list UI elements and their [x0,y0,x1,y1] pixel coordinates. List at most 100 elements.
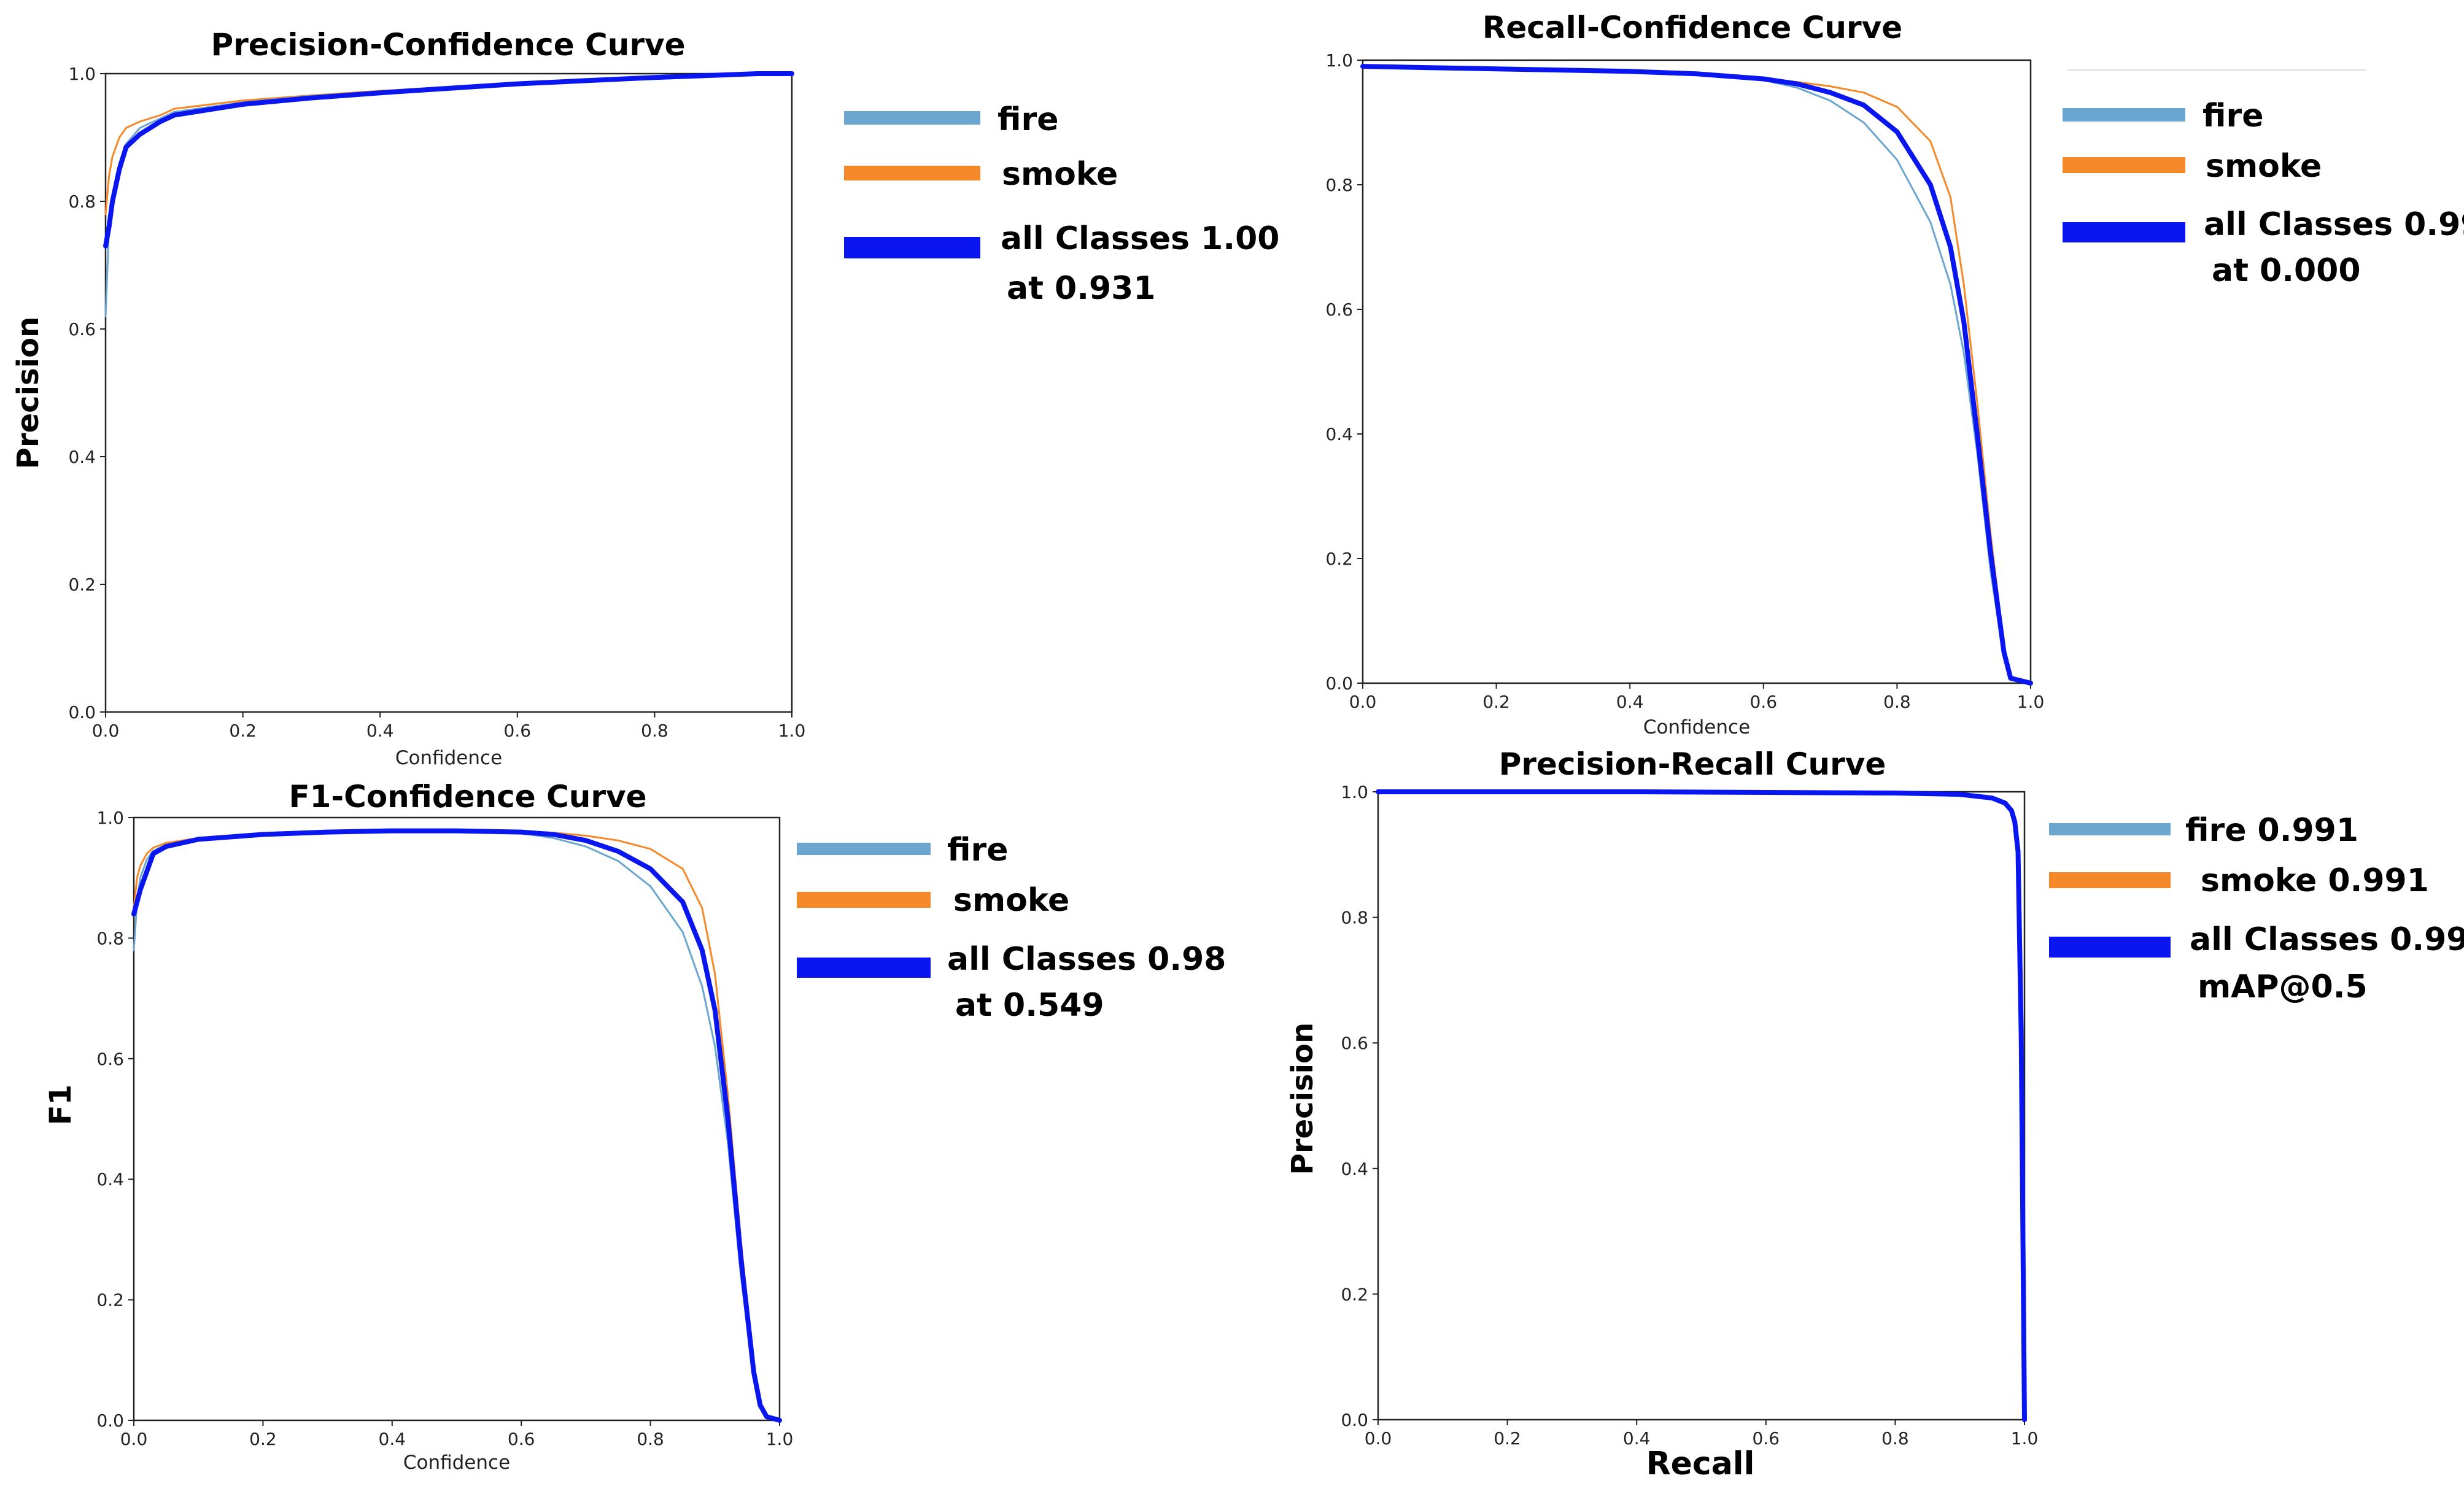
y-tick-label: 0.8 [96,928,124,948]
f1-confidence-chart: F1-Confidence Curve 0.0 0.2 0.4 0.6 0.8 1.00.… [44,779,1226,1474]
plot-frame [133,816,781,1422]
series-lines [131,828,782,1423]
x-tick-label: 0.0 [120,1429,148,1449]
x-tick-label: 0.6 [1753,1428,1780,1449]
series-lines [1360,64,2033,686]
legend-label-all-threshold: at 0.931 [1007,270,1156,307]
legend-label-all: all Classes 0.991 [2190,921,2464,958]
x-axis-label: Confidence [1643,716,1750,738]
x-tick-label: 1.0 [2017,692,2045,712]
legend-swatch-fire [844,111,980,125]
x-tick-label: 0.6 [508,1429,535,1449]
legend-swatch-smoke [797,892,931,908]
x-tick-label: 0.4 [1616,692,1644,712]
legend: fire smoke all Classes 0.99 at 0.000 [2063,69,2464,289]
y-tick-label: 1.0 [1341,782,1368,802]
y-tick-label: 0.8 [1325,175,1353,195]
y-tick-label: 0.4 [1341,1159,1368,1179]
legend-swatch-smoke [2063,157,2185,173]
y-tick-label: 0.2 [1341,1284,1368,1304]
y-axis-label: F1 [44,1085,78,1125]
y-tick-label: 0.6 [68,319,96,339]
x-tick-label: 0.6 [1750,692,1778,712]
y-tick-label: 1.0 [96,808,124,828]
x-tick-label: 0.0 [1349,692,1377,712]
recall-confidence-chart: Recall-Confidence Curve 0.0 0.2 0.4 0.6 0.8 1… [1325,10,2464,738]
y-tick-label: 0.0 [68,702,96,722]
x-tick-label: 0.2 [249,1429,277,1449]
plot-frame [1362,59,2032,684]
legend-swatch-smoke [844,166,980,180]
y-axis-label: Precision [11,317,45,469]
chart-title: Precision-Recall Curve [1499,746,1886,782]
legend-swatch-all [797,958,931,978]
legend-label-all: all Classes 0.98 [947,941,1226,978]
legend-label-fire: fire [998,101,1058,138]
y-tick-label: 0.4 [68,447,96,467]
x-axis-label: Confidence [395,747,502,769]
y-axis-label: Precision [1285,1023,1320,1175]
legend-swatch-fire [797,843,931,855]
x-tick-label: 0.4 [1623,1428,1651,1449]
y-tick-label: 0.8 [1341,908,1368,928]
x-tick-label: 0.2 [1494,1428,1521,1449]
legend: fire smoke all Classes 1.00 at 0.931 [844,101,1279,307]
series-lines [1376,789,2027,1422]
legend-label-smoke: smoke [953,882,1069,919]
x-axis-label: Confidence [403,1452,510,1474]
legend-label-smoke: smoke 0.991 [2201,862,2429,899]
legend-label-all: all Classes 1.00 [1001,220,1279,257]
axis-ticks: 0.0 0.2 0.4 0.6 0.8 1.0 0.0 0.2 0.4 0.6 0.8 1.0 [1341,782,2038,1449]
y-tick-label: 0.4 [1325,424,1353,444]
y-tick-label: 0.2 [1325,549,1353,569]
precision-recall-chart: Precision-Recall Curve 0.0 0.2 0.4 0.6 0.8 1.… [1285,746,2464,1482]
precision-confidence-chart: Precision-Confidence Curve 0.0 0.2 0.4 0.6 0… [11,27,1279,769]
y-tick-label: 0.0 [1341,1410,1368,1430]
legend-label-all-threshold: at 0.000 [2212,252,2361,289]
y-tick-label: 0.2 [96,1290,124,1310]
axis-ticks: 0.0 0.2 0.4 0.6 0.8 1.0 0.0 0.2 0.4 0.6 0.8 1.0 [96,808,793,1449]
legend-label-smoke: smoke [2206,148,2322,185]
legend-label-fire: fire 0.991 [2185,812,2358,849]
legend-label-all: all Classes 0.99 [2204,206,2464,243]
x-tick-label: 0.4 [379,1429,406,1449]
x-tick-label: 0.8 [1881,1428,1909,1449]
chart-title: F1-Confidence Curve [289,779,646,815]
x-tick-label: 0.2 [229,721,257,741]
legend-swatch-all [844,237,980,258]
x-tick-label: 0.2 [1482,692,1510,712]
y-tick-label: 0.2 [68,575,96,595]
legend: fire smoke all Classes 0.98 at 0.549 [797,832,1226,1024]
x-tick-label: 0.4 [366,721,394,741]
y-tick-label: 0.6 [96,1049,124,1069]
y-tick-label: 0.6 [1341,1033,1368,1053]
legend-label-fire: fire [2202,98,2263,134]
x-tick-label: 1.0 [766,1429,794,1449]
x-tick-label: 0.0 [92,721,120,741]
axis-ticks: 0.0 0.2 0.4 0.6 0.8 1.0 0.0 0.2 0.4 0.6 0.8 1.0 [1325,50,2044,712]
x-tick-label: 0.8 [641,721,668,741]
legend-label-all-metric: mAP@0.5 [2198,969,2368,1005]
y-tick-label: 0.4 [96,1169,124,1190]
x-tick-label: 0.6 [504,721,532,741]
legend: fire 0.991 smoke 0.991 all Classes 0.991… [2049,812,2464,1005]
x-axis-label: Recall [1646,1445,1755,1482]
legend-label-fire: fire [947,832,1008,869]
y-tick-label: 0.0 [96,1411,124,1431]
x-tick-label: 1.0 [2011,1428,2039,1449]
y-tick-label: 1.0 [68,64,96,84]
legend-swatch-fire [2049,823,2171,835]
legend-label-all-threshold: at 0.549 [955,987,1104,1024]
legend-swatch-fire [2063,108,2185,122]
series-line-all [1360,64,2033,686]
x-tick-label: 0.8 [637,1429,664,1449]
y-tick-label: 0.8 [68,192,96,212]
series-line-all [1376,789,2027,1422]
y-tick-label: 0.0 [1325,673,1353,694]
x-tick-label: 1.0 [778,721,806,741]
axis-ticks: 0.0 0.2 0.4 0.6 0.8 1.0 0.0 0.2 0.4 0.6 0.8 1.0 [68,64,805,741]
series-line-all [103,71,794,249]
chart-title: Recall-Confidence Curve [1482,10,1902,45]
